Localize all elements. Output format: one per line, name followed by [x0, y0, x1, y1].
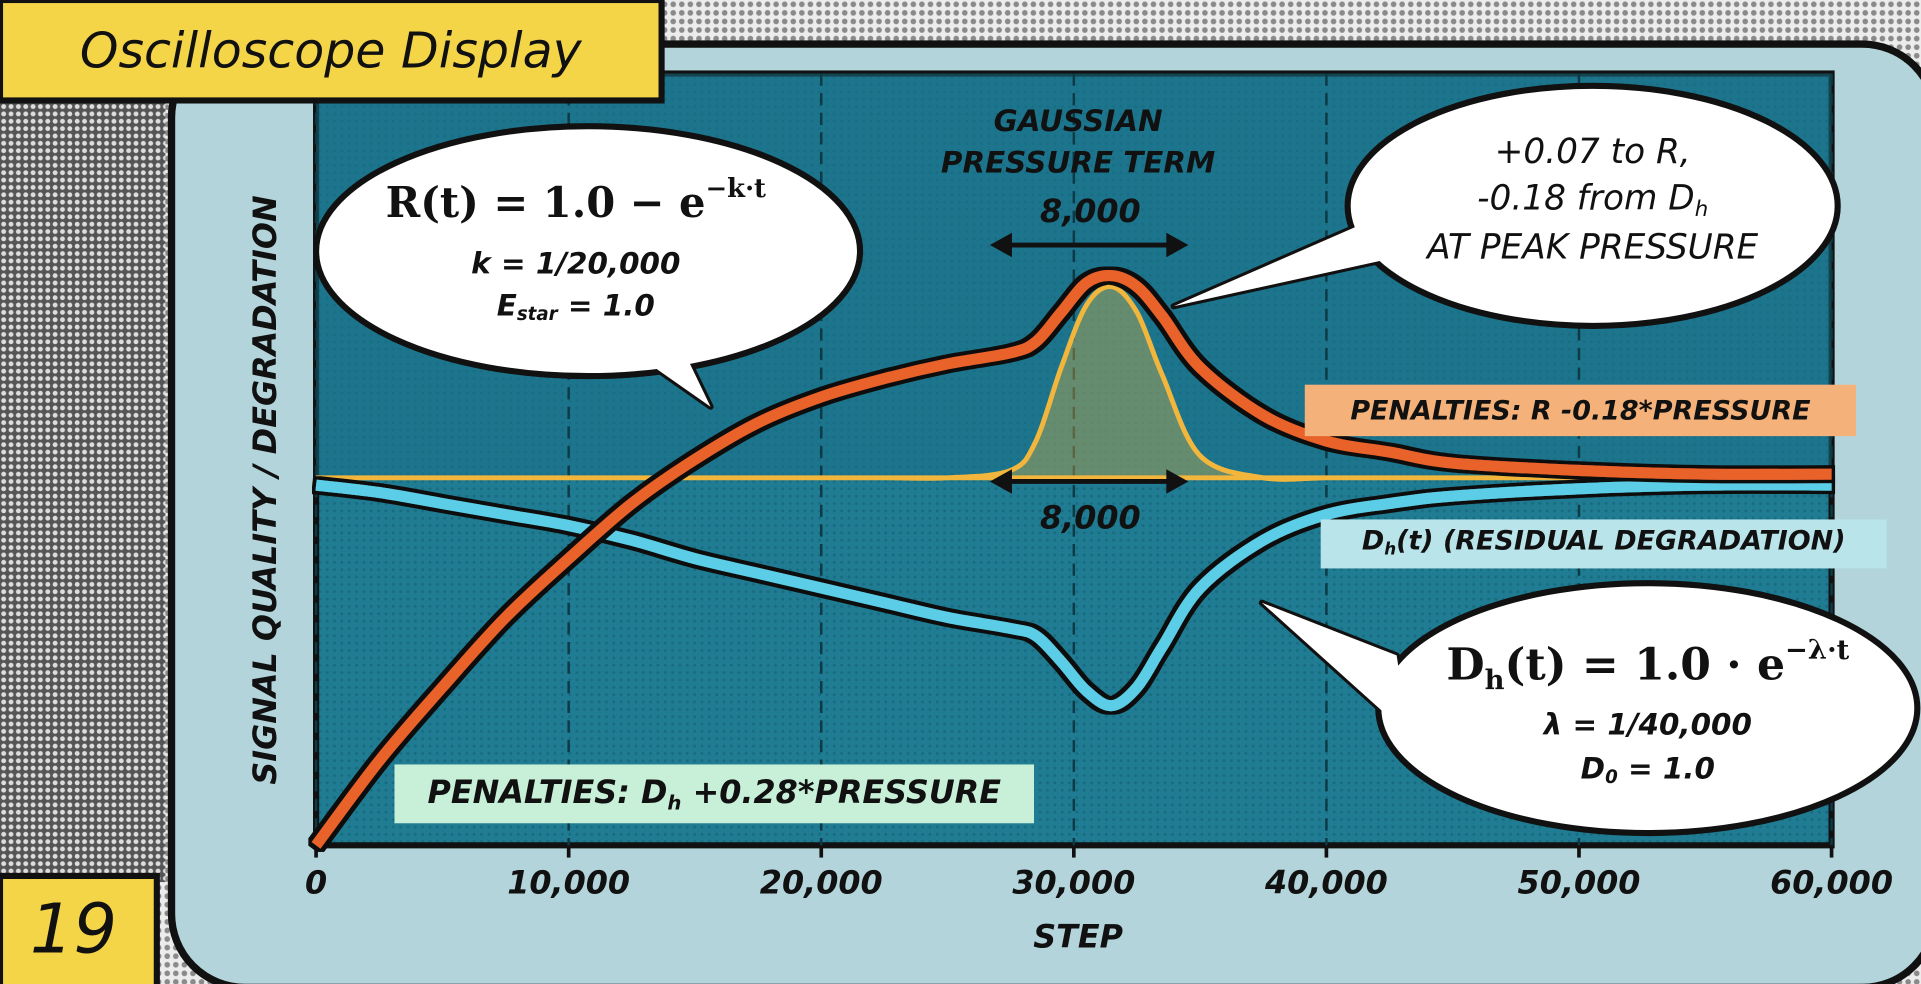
text-segment: PENALTIES: D	[428, 773, 668, 811]
bubble-text: -0.18 from Dh	[1477, 178, 1708, 222]
text-segment: = 1.0	[558, 288, 655, 322]
curve-label: PENALTIES: R -0.18*PRESSURE	[1350, 395, 1811, 426]
text-segment: +0.28*PRESSURE	[682, 773, 1002, 811]
annotation: GAUSSIAN	[994, 104, 1163, 138]
x-tick-label: 20,000	[760, 864, 883, 902]
label-box	[1320, 519, 1887, 569]
bubble-text: AT PEAK PRESSURE	[1425, 227, 1758, 267]
bubble-text: D0 = 1.0	[1581, 751, 1715, 788]
text-segment: (t) (RESIDUAL DEGRADATION)	[1396, 525, 1845, 556]
annotation: 8,000	[1040, 498, 1141, 536]
formula: Dh(t) = 1.0 · e−λ·t	[1446, 633, 1849, 695]
text-segment: (t) = 1.0 · e	[1504, 639, 1785, 690]
text-segment: -0.18 from D	[1477, 178, 1695, 218]
text-segment: λ = 1/40,000	[1542, 707, 1752, 741]
panel-title: Oscilloscope Display	[80, 22, 583, 79]
text-segment: E	[497, 288, 517, 322]
speech-bubble	[1375, 580, 1921, 837]
text-segment: h	[1695, 197, 1708, 222]
text-segment: h	[1384, 538, 1396, 558]
y-axis-label: SIGNAL QUALITY / DEGRADATION	[246, 195, 284, 784]
bubble-tail-cover	[637, 343, 711, 407]
text-segment: 0	[1605, 767, 1618, 788]
label-box	[394, 764, 1035, 824]
text-segment: D	[1362, 525, 1384, 556]
left-shadow	[0, 98, 166, 883]
text-segment: star	[517, 304, 559, 325]
curve-label: PENALTIES: Dh +0.28*PRESSURE	[428, 773, 1002, 814]
x-tick-label: 30,000	[1012, 864, 1135, 902]
text-segment: D	[1581, 751, 1605, 785]
panel-number-box	[0, 872, 160, 984]
pressure-curve	[316, 284, 1832, 482]
series-curve	[311, 270, 1832, 849]
x-tick-label: 60,000	[1770, 864, 1893, 902]
text-segment: AT PEAK PRESSURE	[1425, 227, 1758, 267]
series-curve	[315, 479, 1832, 712]
bubble-tail-cover	[1173, 214, 1397, 307]
label-box	[1304, 384, 1857, 437]
speech-bubble	[313, 123, 864, 380]
x-tick-label: 0	[305, 864, 327, 902]
bubble-text: λ = 1/40,000	[1542, 707, 1752, 741]
formula: R(t) = 1.0 − e−k·t	[386, 174, 766, 226]
bubble-text: k = 1/20,000	[471, 246, 680, 280]
text-segment: k = 1/20,000	[471, 246, 680, 280]
annotation: 8,000	[1040, 192, 1141, 230]
text-segment: −λ·t	[1785, 633, 1850, 665]
curve-label: Dh(t) (RESIDUAL DEGRADATION)	[1362, 525, 1846, 558]
text-segment: h	[1485, 663, 1505, 695]
x-tick-label: 10,000	[507, 864, 630, 902]
text-segment: h	[667, 791, 681, 814]
annotation: PRESSURE TERM	[941, 146, 1215, 180]
text-segment: −k·t	[706, 174, 766, 204]
panel-number: 19	[30, 890, 117, 970]
text-segment: PENALTIES: R -0.18*PRESSURE	[1350, 395, 1811, 426]
x-axis-label: STEP	[1033, 917, 1123, 955]
plot-area	[311, 73, 1834, 858]
text-segment: = 1.0	[1618, 751, 1715, 785]
arrow-head	[989, 232, 1189, 258]
x-tick-label: 40,000	[1264, 864, 1388, 902]
bubble-text: +0.07 to R,	[1495, 132, 1691, 172]
title-box	[0, 0, 665, 104]
text-segment: R(t) = 1.0 − e	[386, 177, 706, 226]
x-tick-label: 50,000	[1518, 864, 1641, 902]
text-segment: D	[1446, 639, 1484, 690]
speech-bubble	[1344, 82, 1841, 329]
bubble-text: Estar = 1.0	[497, 288, 655, 325]
arrow-head	[989, 469, 1189, 494]
text-segment: +0.07 to R,	[1495, 132, 1691, 172]
